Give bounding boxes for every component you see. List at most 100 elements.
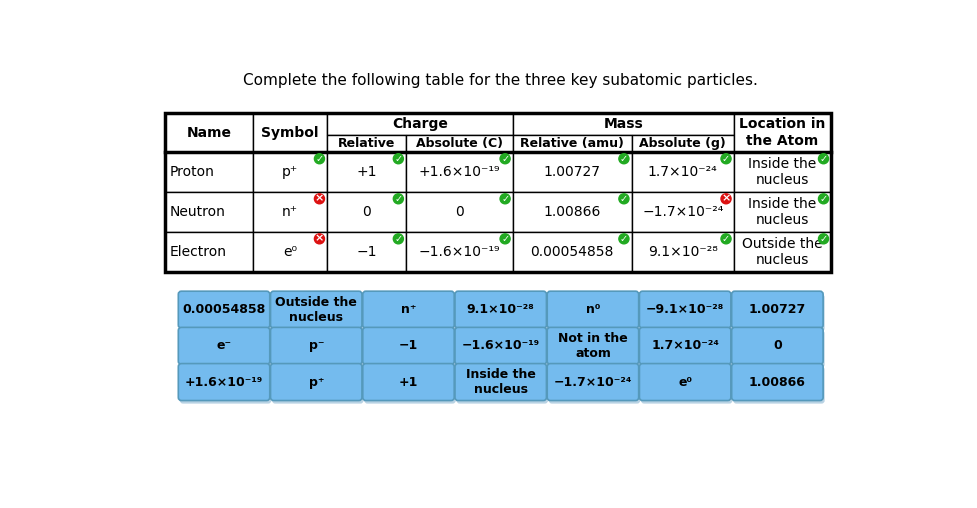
Text: −9.1×10⁻²⁸: −9.1×10⁻²⁸ [646, 303, 724, 316]
Bar [632, 135, 734, 152]
Circle shape [721, 194, 731, 204]
Text: 1.00727: 1.00727 [748, 303, 806, 316]
Bar [327, 232, 406, 272]
Circle shape [394, 194, 404, 204]
Text: ✓: ✓ [501, 194, 509, 204]
Bar [632, 152, 734, 192]
FancyBboxPatch shape [547, 364, 639, 400]
Bar [406, 152, 513, 192]
Circle shape [394, 234, 404, 244]
Text: Complete the following table for the three key subatomic particles.: Complete the following table for the thr… [243, 73, 758, 88]
FancyBboxPatch shape [639, 327, 731, 364]
Text: Inside the
nucleus: Inside the nucleus [748, 197, 817, 227]
Text: ✓: ✓ [316, 153, 323, 164]
Text: −1.7×10⁻²⁴: −1.7×10⁻²⁴ [642, 205, 723, 219]
Bar [165, 113, 831, 272]
Bar [632, 232, 734, 272]
Text: ✓: ✓ [619, 194, 628, 204]
Text: n⁰: n⁰ [586, 303, 600, 316]
FancyBboxPatch shape [364, 367, 455, 404]
Text: Absolute (g): Absolute (g) [639, 137, 726, 150]
Text: Not in the
atom: Not in the atom [558, 332, 628, 360]
Text: ✓: ✓ [395, 194, 403, 204]
Circle shape [819, 154, 828, 164]
Text: ×: × [315, 234, 324, 244]
FancyBboxPatch shape [456, 294, 548, 331]
Text: Electron: Electron [169, 245, 227, 259]
Text: ✓: ✓ [501, 234, 509, 244]
Bar [406, 135, 513, 152]
Text: n⁺: n⁺ [282, 205, 298, 219]
Bar [327, 135, 406, 152]
FancyBboxPatch shape [549, 331, 640, 367]
FancyBboxPatch shape [549, 367, 640, 404]
Text: 1.00727: 1.00727 [544, 165, 601, 179]
Text: 1.7×10⁻²⁴: 1.7×10⁻²⁴ [648, 165, 717, 179]
Text: 1.00866: 1.00866 [543, 205, 601, 219]
Text: ✓: ✓ [395, 234, 403, 244]
FancyBboxPatch shape [733, 294, 825, 331]
Text: ✓: ✓ [722, 234, 730, 244]
Text: e⁰: e⁰ [678, 375, 692, 389]
Bar [165, 113, 253, 152]
Circle shape [315, 194, 324, 204]
FancyBboxPatch shape [362, 364, 454, 400]
FancyBboxPatch shape [456, 367, 548, 404]
FancyBboxPatch shape [271, 327, 362, 364]
Bar [406, 192, 513, 232]
Circle shape [500, 234, 510, 244]
Text: Symbol: Symbol [261, 125, 319, 140]
Bar [734, 152, 831, 192]
FancyBboxPatch shape [180, 331, 272, 367]
Text: 0.00054858: 0.00054858 [183, 303, 266, 316]
FancyBboxPatch shape [639, 364, 731, 400]
FancyBboxPatch shape [641, 331, 733, 367]
Text: ✓: ✓ [820, 194, 828, 204]
Text: 0.00054858: 0.00054858 [531, 245, 614, 259]
Bar [165, 192, 253, 232]
Text: −1.6×10⁻¹⁹: −1.6×10⁻¹⁹ [419, 245, 500, 259]
FancyBboxPatch shape [641, 294, 733, 331]
Circle shape [500, 154, 510, 164]
FancyBboxPatch shape [362, 327, 454, 364]
Text: Proton: Proton [169, 165, 214, 179]
Text: 0: 0 [455, 205, 464, 219]
Circle shape [618, 194, 629, 204]
Bar [165, 152, 253, 192]
Bar [406, 232, 513, 272]
Text: Name: Name [187, 125, 232, 140]
FancyBboxPatch shape [455, 364, 546, 400]
Text: Neutron: Neutron [169, 205, 226, 219]
Text: Mass: Mass [604, 117, 643, 131]
Text: Outside the
nucleus: Outside the nucleus [743, 237, 823, 267]
Text: n⁺: n⁺ [401, 303, 416, 316]
Text: 1.00866: 1.00866 [749, 375, 806, 389]
Circle shape [721, 234, 731, 244]
FancyBboxPatch shape [733, 367, 825, 404]
Text: Absolute (C): Absolute (C) [416, 137, 503, 150]
Text: ✓: ✓ [395, 153, 403, 164]
FancyBboxPatch shape [271, 364, 362, 400]
FancyBboxPatch shape [547, 327, 639, 364]
Bar [253, 152, 327, 192]
Text: e⁰: e⁰ [283, 245, 297, 259]
Text: ✓: ✓ [619, 153, 628, 164]
Text: −1.6×10⁻¹⁹: −1.6×10⁻¹⁹ [462, 339, 539, 353]
Text: +1.6×10⁻¹⁹: +1.6×10⁻¹⁹ [185, 375, 263, 389]
Text: p⁺: p⁺ [282, 165, 298, 179]
Text: ✓: ✓ [619, 234, 628, 244]
Bar [165, 232, 253, 272]
Circle shape [618, 154, 629, 164]
Text: Inside the
nucleus: Inside the nucleus [466, 368, 535, 396]
Bar [734, 232, 831, 272]
FancyBboxPatch shape [271, 291, 362, 328]
FancyBboxPatch shape [364, 331, 455, 367]
Bar [513, 192, 632, 232]
FancyBboxPatch shape [547, 291, 639, 328]
Bar [327, 113, 513, 135]
Text: Location in
the Atom: Location in the Atom [740, 117, 826, 148]
Circle shape [315, 154, 324, 164]
Text: ✓: ✓ [820, 153, 828, 164]
FancyBboxPatch shape [272, 331, 363, 367]
FancyBboxPatch shape [456, 331, 548, 367]
